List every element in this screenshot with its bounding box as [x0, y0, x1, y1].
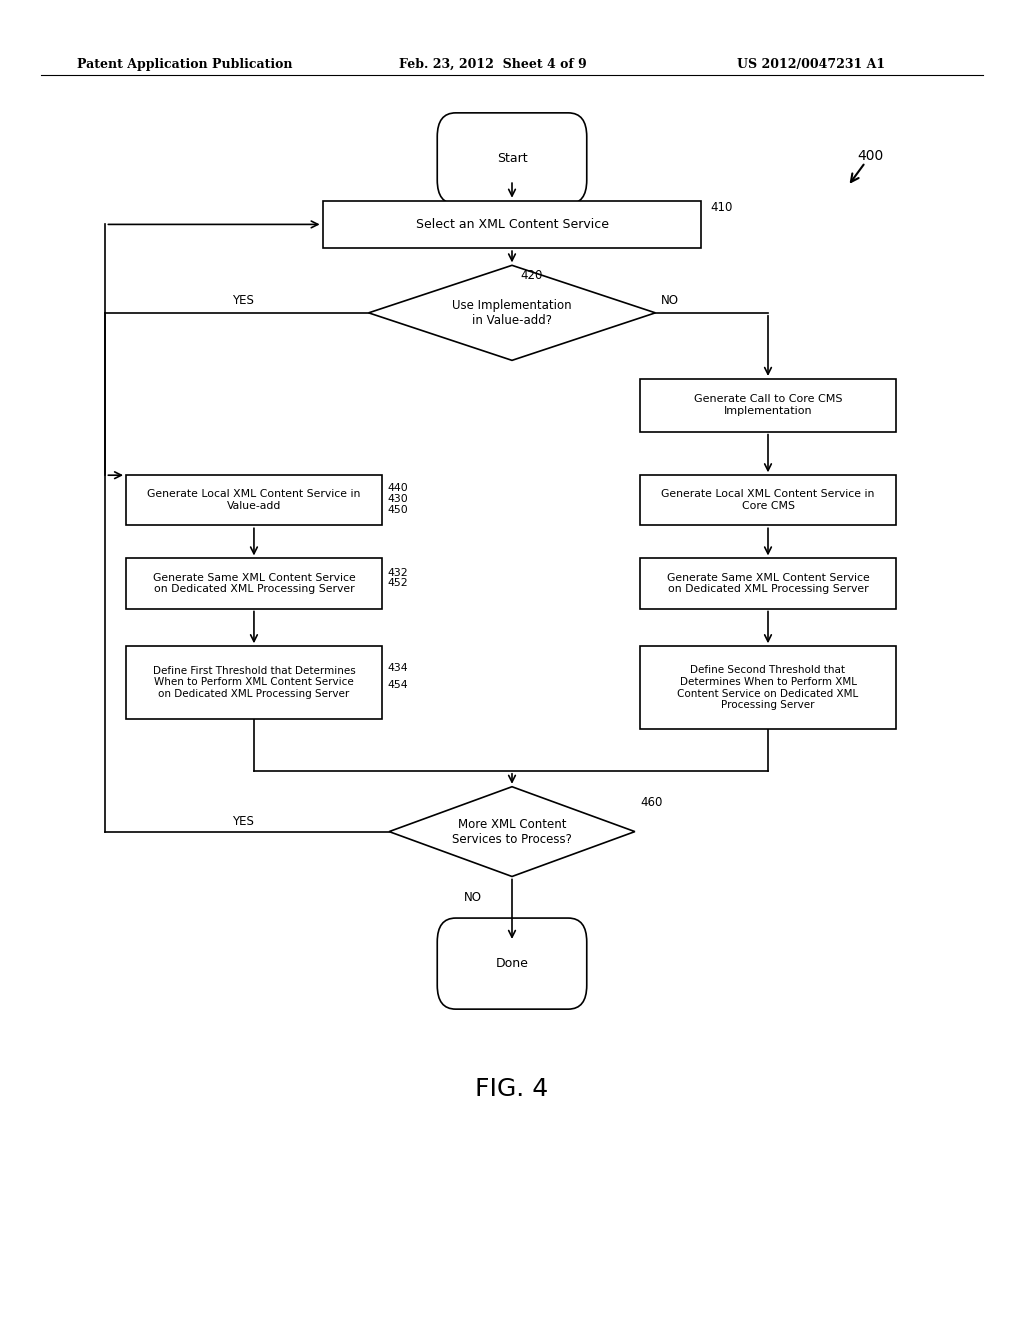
Polygon shape [389, 787, 635, 876]
Text: 440: 440 [387, 483, 408, 494]
Text: FIG. 4: FIG. 4 [475, 1077, 549, 1101]
Text: Select an XML Content Service: Select an XML Content Service [416, 218, 608, 231]
Text: Generate Same XML Content Service
on Dedicated XML Processing Server: Generate Same XML Content Service on Ded… [667, 573, 869, 594]
Text: US 2012/0047231 A1: US 2012/0047231 A1 [737, 58, 886, 71]
Text: Generate Local XML Content Service in
Value-add: Generate Local XML Content Service in Va… [147, 490, 360, 511]
FancyBboxPatch shape [437, 112, 587, 205]
Text: 430: 430 [387, 494, 408, 504]
Text: More XML Content
Services to Process?: More XML Content Services to Process? [452, 817, 572, 846]
Text: 400: 400 [857, 149, 884, 162]
Text: NO: NO [464, 891, 482, 904]
FancyBboxPatch shape [640, 647, 896, 729]
FancyBboxPatch shape [437, 919, 587, 1008]
Text: 432: 432 [387, 568, 408, 578]
FancyBboxPatch shape [640, 558, 896, 609]
Text: 434: 434 [387, 663, 408, 673]
Text: 420: 420 [520, 269, 543, 282]
Text: Feb. 23, 2012  Sheet 4 of 9: Feb. 23, 2012 Sheet 4 of 9 [399, 58, 587, 71]
FancyBboxPatch shape [126, 558, 382, 609]
FancyBboxPatch shape [126, 475, 382, 525]
Text: YES: YES [232, 294, 254, 308]
Text: 452: 452 [387, 578, 408, 589]
Text: Generate Same XML Content Service
on Dedicated XML Processing Server: Generate Same XML Content Service on Ded… [153, 573, 355, 594]
Text: Define Second Threshold that
Determines When to Perform XML
Content Service on D: Define Second Threshold that Determines … [677, 665, 859, 710]
Text: Start: Start [497, 152, 527, 165]
FancyBboxPatch shape [323, 201, 701, 248]
FancyBboxPatch shape [640, 379, 896, 432]
Text: NO: NO [660, 294, 679, 308]
Text: Use Implementation
in Value-add?: Use Implementation in Value-add? [453, 298, 571, 327]
Text: 454: 454 [387, 680, 408, 690]
Text: 410: 410 [711, 201, 733, 214]
FancyBboxPatch shape [640, 475, 896, 525]
Text: Done: Done [496, 957, 528, 970]
Text: 450: 450 [387, 504, 408, 515]
Text: YES: YES [232, 814, 254, 828]
FancyBboxPatch shape [126, 647, 382, 718]
Text: Patent Application Publication: Patent Application Publication [77, 58, 292, 71]
Text: Generate Call to Core CMS
Implementation: Generate Call to Core CMS Implementation [693, 395, 843, 416]
Text: 460: 460 [640, 796, 663, 809]
Polygon shape [369, 265, 655, 360]
Text: Generate Local XML Content Service in
Core CMS: Generate Local XML Content Service in Co… [662, 490, 874, 511]
Text: Define First Threshold that Determines
When to Perform XML Content Service
on De: Define First Threshold that Determines W… [153, 665, 355, 700]
